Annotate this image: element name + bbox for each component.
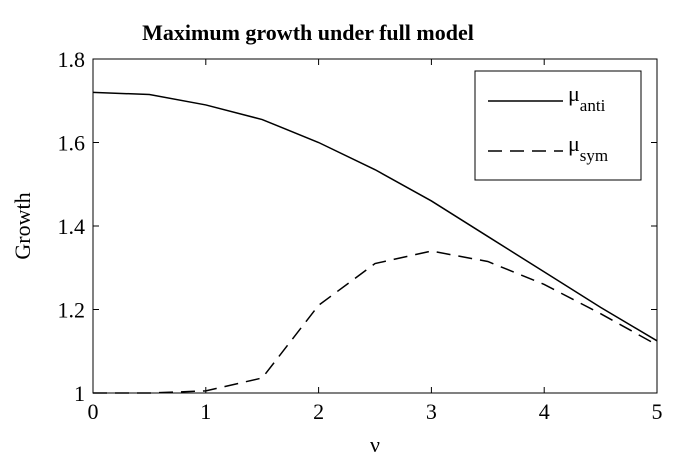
y-tick-label: 1.8 <box>58 47 86 72</box>
x-tick-label: 1 <box>200 399 211 424</box>
legend-label: μanti <box>568 81 606 115</box>
y-tick-label: 1.6 <box>58 131 86 156</box>
legend-box <box>474 70 642 181</box>
chart-title: Maximum growth under full model <box>142 20 474 45</box>
x-tick-label: 5 <box>652 399 663 424</box>
legend-label: μsym <box>568 131 608 165</box>
x-tick-label: 0 <box>88 399 99 424</box>
x-axis-label: ν <box>370 432 380 457</box>
x-tick-label: 4 <box>539 399 550 424</box>
series-line <box>93 250 658 394</box>
series-line <box>92 91 658 342</box>
y-tick-label: 1.4 <box>58 214 86 239</box>
y-axis-label: Growth <box>10 192 35 259</box>
x-tick-label: 3 <box>426 399 437 424</box>
x-tick-label: 2 <box>313 399 324 424</box>
y-tick-label: 1.2 <box>58 298 86 323</box>
y-tick-label: 1 <box>74 381 85 406</box>
